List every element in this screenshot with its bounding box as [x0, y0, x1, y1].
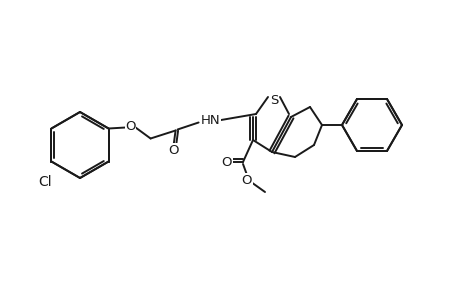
Text: Cl: Cl: [39, 176, 52, 190]
Text: O: O: [125, 120, 135, 133]
Text: O: O: [241, 173, 252, 187]
Text: O: O: [221, 155, 232, 169]
Text: HN: HN: [200, 114, 220, 127]
Text: S: S: [269, 94, 278, 106]
Text: O: O: [168, 144, 179, 157]
